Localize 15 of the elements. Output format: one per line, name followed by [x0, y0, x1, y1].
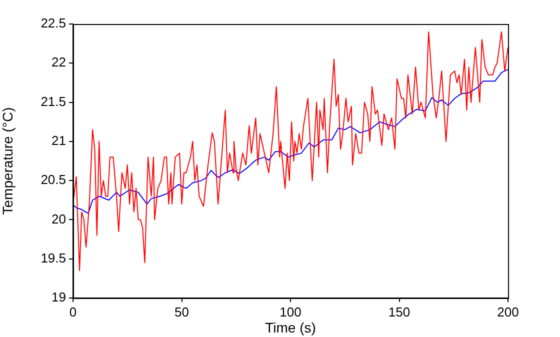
- y-tick-label: 22.5: [40, 16, 66, 31]
- x-tick-label: 100: [280, 304, 302, 320]
- x-tick-label: 0: [69, 304, 77, 320]
- x-tick-label: 50: [174, 304, 189, 320]
- y-tick-label: 20: [52, 211, 66, 226]
- y-tick-label: 21: [52, 133, 66, 148]
- y-tick-label: 22: [52, 54, 66, 70]
- y-axis-title: Temperature (°C): [0, 107, 16, 215]
- x-axis-title: Time (s): [265, 319, 316, 336]
- y-tick-label: 19: [52, 290, 66, 305]
- y-tick-label: 21.5: [40, 94, 66, 109]
- y-tick-label: 19.5: [40, 250, 66, 266]
- y-tick-label: 20.5: [40, 172, 66, 188]
- x-tick-label: 200: [497, 304, 519, 320]
- x-tick-label: 150: [388, 304, 410, 320]
